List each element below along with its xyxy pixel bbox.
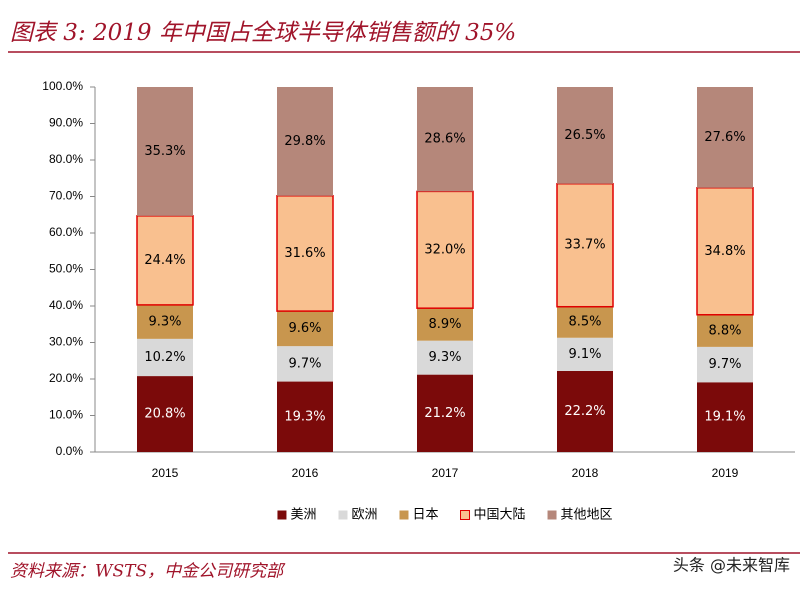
bar-segment — [697, 346, 753, 383]
bar-segment — [697, 314, 753, 347]
legend-item: 中国大陆 — [460, 507, 526, 523]
bar-segment — [417, 340, 473, 375]
bar-segment — [557, 87, 613, 184]
data-label: 29.8% — [284, 134, 325, 149]
data-label: 26.5% — [564, 128, 605, 143]
bar-segment — [416, 190, 474, 309]
bar-segment — [697, 382, 753, 452]
bar-segment — [417, 374, 473, 452]
data-label: 9.1% — [568, 347, 601, 362]
y-tick-label: 40.0% — [49, 298, 83, 312]
legend-swatch — [460, 510, 471, 520]
legend-swatch — [338, 510, 348, 520]
bar-segment — [276, 195, 334, 312]
watermark: 头条 @未来智库 — [673, 556, 790, 575]
data-label: 35.3% — [144, 144, 185, 159]
data-label: 9.3% — [148, 314, 181, 329]
legend-swatch — [399, 510, 409, 520]
bar-segment — [417, 308, 473, 341]
data-label: 31.6% — [284, 246, 325, 261]
legend-swatch — [277, 510, 287, 520]
bar-segment — [277, 311, 333, 347]
x-tick-label: 2017 — [432, 466, 459, 480]
data-label: 19.3% — [284, 409, 325, 424]
legend-label: 其他地区 — [561, 508, 613, 523]
bar-segment — [557, 306, 613, 338]
y-tick-label: 10.0% — [49, 408, 83, 422]
data-label: 32.0% — [424, 242, 465, 257]
bar-segment — [697, 87, 753, 188]
legend-swatch — [547, 510, 557, 520]
y-tick-label: 20.0% — [49, 371, 83, 385]
bar-segment — [557, 370, 613, 452]
data-label: 33.7% — [564, 238, 605, 253]
x-tick-label: 2018 — [572, 466, 599, 480]
data-label: 19.1% — [704, 410, 745, 425]
legend-label: 欧洲 — [351, 508, 377, 523]
data-label: 8.9% — [428, 317, 461, 332]
data-label: 24.4% — [144, 253, 185, 268]
y-tick-label: 0.0% — [56, 444, 84, 458]
bar-segment — [137, 376, 193, 452]
bar-segment — [417, 87, 473, 192]
data-label: 34.8% — [704, 244, 745, 259]
y-tick-label: 30.0% — [49, 335, 83, 349]
legend-label: 美洲 — [290, 508, 316, 523]
bar-segment — [277, 346, 333, 382]
data-label: 10.2% — [144, 350, 185, 365]
legend-item: 其他地区 — [547, 508, 613, 523]
source: 资料来源：WSTS，中金公司研究部 — [10, 562, 286, 582]
data-label: 27.6% — [704, 130, 745, 145]
data-label: 9.7% — [288, 356, 321, 371]
y-tick-label: 80.0% — [49, 152, 83, 166]
y-tick-label: 70.0% — [49, 189, 83, 203]
data-label: 21.2% — [424, 406, 465, 421]
data-label: 9.3% — [428, 350, 461, 365]
legend-item: 日本 — [399, 508, 439, 523]
data-label: 9.7% — [708, 357, 741, 372]
x-tick-label: 2015 — [152, 466, 179, 480]
x-tick-label: 2016 — [292, 466, 319, 480]
data-label: 28.6% — [424, 132, 465, 147]
legend-item: 欧洲 — [338, 508, 377, 523]
y-tick-label: 90.0% — [49, 116, 83, 130]
legend-label: 中国大陆 — [474, 507, 526, 523]
bar-segment — [277, 381, 333, 452]
bar-segment — [277, 87, 333, 196]
legend-label: 日本 — [412, 508, 438, 523]
bar-segment — [136, 215, 194, 306]
data-label: 8.8% — [708, 323, 741, 338]
data-label: 22.2% — [564, 404, 605, 419]
x-tick-label: 2019 — [712, 466, 739, 480]
bar-segment — [557, 337, 613, 371]
bar-segment — [137, 304, 193, 339]
y-tick-label: 60.0% — [49, 225, 83, 239]
bar-segment — [137, 87, 193, 216]
chart-title: 图表 3: 2019 年中国占全球半导体销售额的 35% — [10, 20, 516, 46]
bar-segment — [696, 186, 754, 316]
data-label: 20.8% — [144, 407, 185, 422]
data-label: 9.6% — [288, 321, 321, 336]
data-label: 8.5% — [568, 315, 601, 330]
legend-item: 美洲 — [277, 508, 316, 523]
y-tick-label: 50.0% — [49, 262, 83, 276]
bar-segment — [137, 338, 193, 377]
y-tick-label: 100.0% — [42, 79, 83, 93]
